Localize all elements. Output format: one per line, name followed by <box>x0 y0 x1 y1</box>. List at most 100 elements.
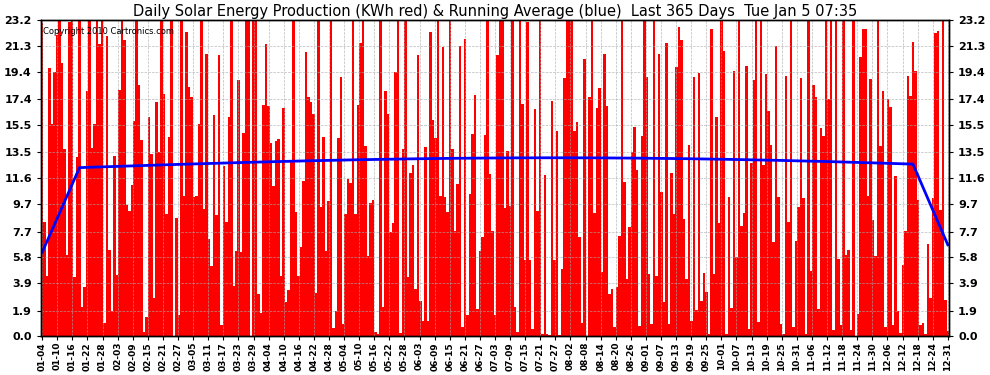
Bar <box>742 213 745 336</box>
Bar <box>655 276 658 336</box>
Bar <box>71 20 73 336</box>
Bar <box>310 102 312 336</box>
Bar <box>270 143 272 336</box>
Bar <box>902 265 904 336</box>
Bar <box>887 99 889 336</box>
Bar <box>715 117 718 336</box>
Bar <box>280 276 282 336</box>
Bar <box>422 321 424 336</box>
Bar <box>747 329 750 336</box>
Bar <box>315 292 317 336</box>
Bar <box>588 97 591 336</box>
Bar <box>474 95 476 336</box>
Bar <box>815 97 817 336</box>
Bar <box>566 20 568 336</box>
Bar <box>946 331 949 336</box>
Bar <box>96 20 98 336</box>
Bar <box>133 121 136 336</box>
Bar <box>827 99 830 336</box>
Bar <box>872 219 874 336</box>
Bar <box>412 165 414 336</box>
Bar <box>581 322 583 336</box>
Bar <box>213 115 215 336</box>
Bar <box>762 165 765 336</box>
Bar <box>345 214 346 336</box>
Bar <box>484 135 486 336</box>
Bar <box>267 106 270 336</box>
Bar <box>76 157 78 336</box>
Bar <box>354 213 357 336</box>
Bar <box>755 20 757 336</box>
Bar <box>387 114 389 336</box>
Bar <box>568 20 571 336</box>
Bar <box>81 308 83 336</box>
Bar <box>399 333 402 336</box>
Bar <box>449 20 451 336</box>
Bar <box>442 47 444 336</box>
Bar <box>713 274 715 336</box>
Bar <box>927 244 930 336</box>
Bar <box>912 42 914 336</box>
Bar <box>767 111 770 336</box>
Bar <box>240 252 243 336</box>
Bar <box>402 149 404 336</box>
Bar <box>710 29 713 336</box>
Bar <box>424 147 427 336</box>
Bar <box>163 94 165 336</box>
Bar <box>698 74 700 336</box>
Bar <box>409 173 412 336</box>
Bar <box>628 226 631 336</box>
Bar <box>892 325 894 336</box>
Bar <box>653 20 655 336</box>
Bar <box>123 39 126 336</box>
Bar <box>157 153 160 336</box>
Bar <box>459 46 461 336</box>
Bar <box>932 198 935 336</box>
Bar <box>563 78 566 336</box>
Bar <box>63 149 65 336</box>
Bar <box>131 185 133 336</box>
Bar <box>230 20 233 336</box>
Bar <box>404 20 407 336</box>
Bar <box>228 117 230 336</box>
Bar <box>511 20 514 336</box>
Bar <box>65 255 68 336</box>
Bar <box>292 20 295 336</box>
Bar <box>611 288 613 336</box>
Bar <box>738 20 741 336</box>
Bar <box>307 97 310 336</box>
Bar <box>741 226 742 336</box>
Bar <box>639 327 641 336</box>
Bar <box>389 232 392 336</box>
Bar <box>188 87 190 336</box>
Bar <box>432 120 434 336</box>
Bar <box>494 315 496 336</box>
Bar <box>41 23 44 336</box>
Bar <box>374 332 377 336</box>
Bar <box>531 329 534 336</box>
Bar <box>730 308 733 336</box>
Bar <box>203 209 205 336</box>
Bar <box>150 154 152 336</box>
Bar <box>616 286 618 336</box>
Bar <box>780 324 782 336</box>
Bar <box>285 302 287 336</box>
Bar <box>663 302 665 336</box>
Bar <box>464 39 466 336</box>
Bar <box>183 196 185 336</box>
Bar <box>414 289 417 336</box>
Bar <box>238 80 240 336</box>
Bar <box>785 76 787 336</box>
Bar <box>541 334 544 336</box>
Bar <box>103 323 106 336</box>
Bar <box>466 315 469 336</box>
Bar <box>302 181 305 336</box>
Bar <box>88 20 91 336</box>
Bar <box>817 309 820 336</box>
Bar <box>840 325 842 336</box>
Bar <box>456 184 459 336</box>
Bar <box>917 200 919 336</box>
Bar <box>91 148 93 336</box>
Bar <box>469 194 471 336</box>
Bar <box>121 20 123 336</box>
